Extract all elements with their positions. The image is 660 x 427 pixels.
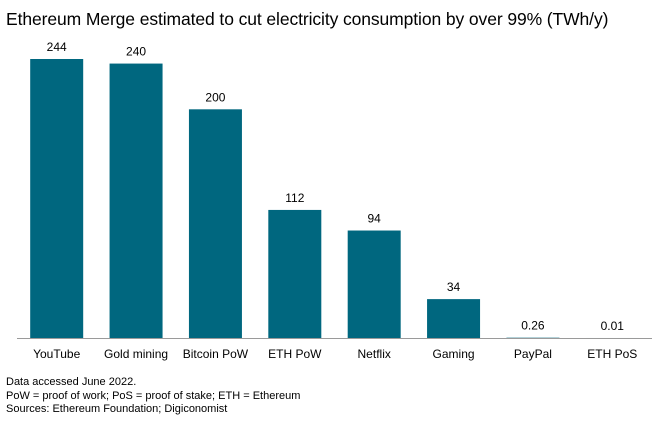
data-label-bitcoin-pow: 200	[205, 90, 225, 104]
tick-label-eth-pow: ETH PoW	[268, 347, 322, 361]
data-label-netflix: 94	[368, 212, 382, 226]
bar-bitcoin-pow	[188, 109, 242, 338]
data-label-paypal: 0.26	[521, 319, 545, 333]
data-label-eth-pow: 112	[285, 191, 304, 205]
tick-label-eth-pos: ETH PoS	[587, 347, 637, 361]
bar-gold-mining	[109, 63, 163, 338]
tick-label-youtube: YouTube	[33, 347, 80, 361]
note-data-accessed: Data accessed June 2022.	[6, 376, 137, 388]
data-label-youtube: 244	[47, 40, 67, 54]
note-sources: Sources: Ethereum Foundation; Digiconomi…	[6, 403, 228, 415]
chart-title: Ethereum Merge estimated to cut electric…	[6, 9, 609, 29]
bar-chart: 244 YouTube 240 Gold mining 200 Bitcoin PoW 11…	[17, 40, 652, 361]
bar-gaming	[427, 299, 481, 338]
data-label-gaming: 34	[447, 280, 461, 294]
chart-notes: Data accessed June 2022. PoW = proof of …	[6, 376, 300, 417]
data-label-eth-pos: 0.01	[601, 319, 625, 333]
bar-youtube	[30, 59, 84, 338]
tick-label-gold-mining: Gold mining	[104, 347, 168, 361]
bar-eth-pow	[268, 209, 322, 338]
tick-label-gaming: Gaming	[433, 347, 475, 361]
note-abbreviations: PoW = proof of work; PoS = proof of stak…	[6, 389, 301, 402]
data-label-gold-mining: 240	[126, 45, 146, 59]
tick-label-netflix: Netflix	[358, 347, 391, 361]
tick-label-bitcoin-pow: Bitcoin PoW	[183, 347, 249, 361]
tick-label-paypal: PayPal	[514, 347, 552, 361]
bar-netflix	[347, 230, 401, 338]
